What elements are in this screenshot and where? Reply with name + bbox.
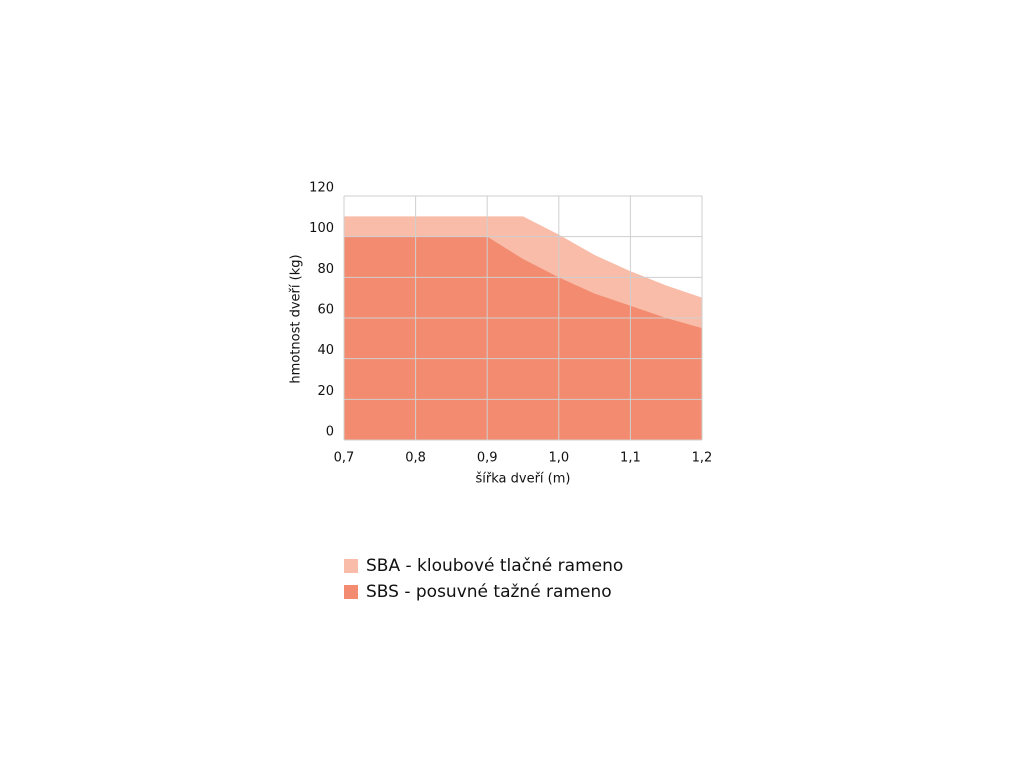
y-tick-label: 80 (317, 262, 334, 277)
y-tick-label: 40 (317, 343, 334, 358)
legend-swatch (344, 585, 358, 599)
legend-label: SBA - kloubové tlačné rameno (366, 556, 623, 576)
area (344, 236, 702, 440)
x-tick-label: 1,2 (692, 451, 713, 466)
x-axis-label: šířka dveří (m) (476, 472, 571, 487)
legend-label: SBS - posuvné tažné rameno (366, 582, 612, 602)
x-tick-label: 0,8 (405, 451, 426, 466)
x-tick-label: 1,0 (548, 451, 569, 466)
y-axis-label: hmotnost dveří (kg) (289, 254, 304, 383)
y-tick-label: 60 (317, 303, 334, 318)
y-tick-label: 120 (309, 181, 334, 196)
y-tick-label: 100 (309, 221, 334, 236)
x-tick-label: 0,9 (477, 451, 498, 466)
x-tick-label: 1,1 (620, 451, 641, 466)
y-tick-label: 0 (326, 425, 334, 440)
y-tick-label: 20 (317, 384, 334, 399)
legend-swatch (344, 559, 358, 573)
x-tick-label: 0,7 (334, 451, 355, 466)
